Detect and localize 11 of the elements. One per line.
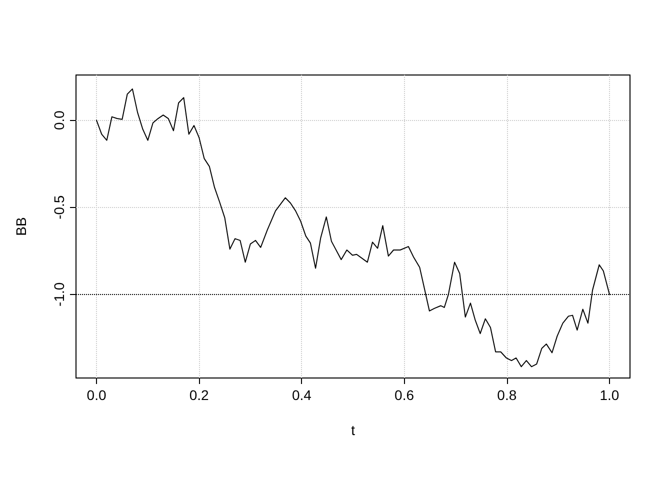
y-tick-label: 0.0	[51, 110, 67, 130]
x-axis-title: t	[351, 422, 356, 438]
x-tick-label: 0.6	[394, 387, 414, 403]
x-tick-label: 1.0	[600, 387, 620, 403]
y-tick-label: -1.0	[51, 282, 67, 306]
y-tick-label: -0.5	[51, 195, 67, 220]
x-tick-label: 0.2	[189, 387, 210, 403]
x-tick-label: 0.4	[292, 387, 312, 403]
y-axis-title: BB	[13, 217, 29, 236]
x-tick-label: 0.8	[497, 387, 517, 403]
x-tick-label: 0.0	[86, 387, 106, 403]
